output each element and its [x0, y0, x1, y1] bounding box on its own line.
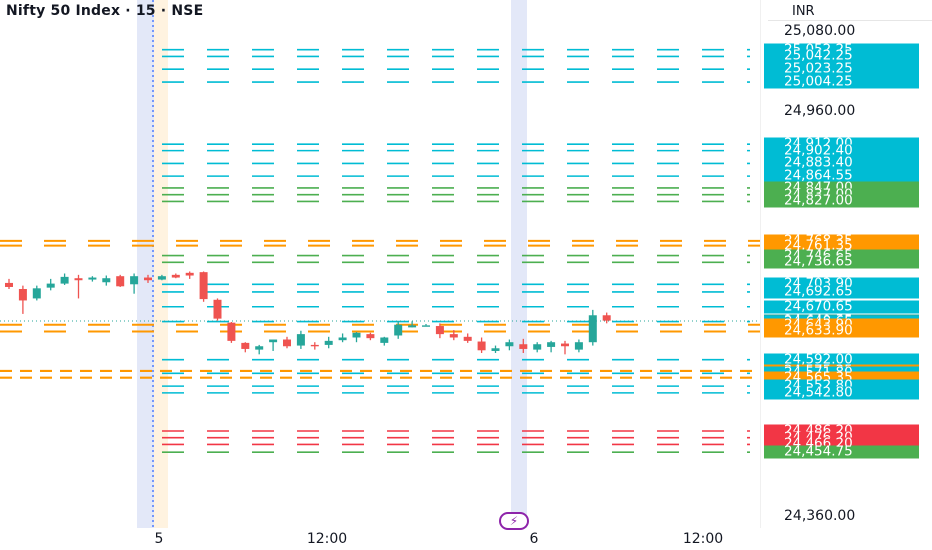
candle-body-38 [533, 344, 542, 350]
candle-body-31 [435, 326, 444, 335]
candle-body-25 [352, 332, 361, 338]
candle-body-37 [519, 344, 528, 349]
candle-body-20 [283, 339, 291, 347]
candle-body-13 [185, 272, 194, 276]
candle-body-32 [449, 334, 458, 338]
candle-body-15 [213, 299, 222, 319]
candle-body-24 [338, 337, 347, 341]
price-tag-16: 24,692.65 [764, 285, 919, 299]
candle-body-23 [324, 340, 333, 345]
candle-body-41 [574, 342, 583, 350]
candle-body-22 [310, 344, 319, 347]
candle-body-18 [255, 346, 264, 350]
price-tag-2: 25,023.25 [764, 62, 919, 76]
price-axis-divider [760, 0, 761, 528]
candle-body-0 [5, 282, 13, 287]
time-label-day-6: 6 [529, 531, 539, 547]
price-tag-5: 24,902.40 [764, 144, 919, 158]
price-tick-mid: 24,960.00 [784, 103, 856, 119]
candle-body-1 [18, 288, 27, 301]
lightning-event-icon[interactable]: ⚡ [499, 512, 529, 530]
candle-body-17 [241, 342, 250, 349]
candle-body-9 [130, 276, 139, 285]
candle-body-16 [227, 322, 236, 341]
price-tag-3: 25,004.25 [764, 75, 919, 89]
candle-body-40 [561, 343, 569, 347]
candle-body-19 [269, 339, 278, 343]
session-band-right [511, 0, 527, 528]
candle-body-21 [296, 334, 305, 346]
price-tag-1: 25,042.25 [764, 49, 919, 63]
currency-label[interactable]: INR [792, 4, 815, 19]
candle-body-26 [366, 334, 375, 339]
price-tag-6: 24,883.40 [764, 156, 919, 170]
session-band-left [137, 0, 154, 528]
candle-body-3 [46, 283, 55, 288]
candle-body-6 [88, 277, 97, 280]
price-tag-10: 24,827.00 [764, 194, 919, 208]
price-tag-7: 24,864.55 [764, 169, 919, 183]
candle-body-7 [102, 278, 111, 283]
candle-body-2 [32, 288, 41, 299]
candle-body-28 [394, 324, 403, 336]
time-label-noon-1: 12:00 [306, 531, 348, 547]
candle-body-34 [477, 341, 486, 351]
candle-body-10 [144, 277, 152, 281]
candle-body-30 [422, 325, 430, 327]
candle-body-4 [60, 276, 69, 284]
price-tag-27: 24,542.80 [764, 386, 919, 400]
price-tag-17: 24,670.65 [764, 300, 919, 314]
candle-body-27 [380, 337, 389, 343]
candle-body-14 [199, 272, 208, 300]
price-tick-top: 25,080.00 [784, 23, 856, 39]
candle-body-35 [491, 348, 500, 351]
candle-body-12 [171, 274, 180, 278]
candle-body-11 [157, 276, 166, 280]
price-tag-21: 24,633.90 [764, 324, 919, 338]
price-tick-bottom: 24,360.00 [784, 508, 856, 524]
candle-body-29 [408, 325, 417, 328]
candle-body-39 [547, 342, 556, 347]
candle-body-42 [588, 315, 597, 343]
candle-body-8 [116, 276, 125, 287]
symbol-title[interactable]: Nifty 50 Index · 15 · NSE [6, 3, 204, 19]
session-band-left-orange [154, 0, 168, 528]
candle-body-33 [463, 336, 472, 341]
candle-body-36 [505, 342, 514, 347]
price-tag-12: 24,761.35 [764, 239, 919, 253]
time-label-day-5: 5 [154, 531, 164, 547]
time-label-noon-2: 12:00 [682, 531, 724, 547]
price-tag-14: 24,736.65 [764, 255, 919, 269]
candle-body-43 [602, 315, 611, 321]
price-tag-31: 24,454.75 [764, 445, 919, 459]
price-axis-top-rule [768, 20, 932, 21]
candle-body-5 [74, 278, 83, 281]
price-tag-22: 24,592.00 [764, 353, 919, 367]
